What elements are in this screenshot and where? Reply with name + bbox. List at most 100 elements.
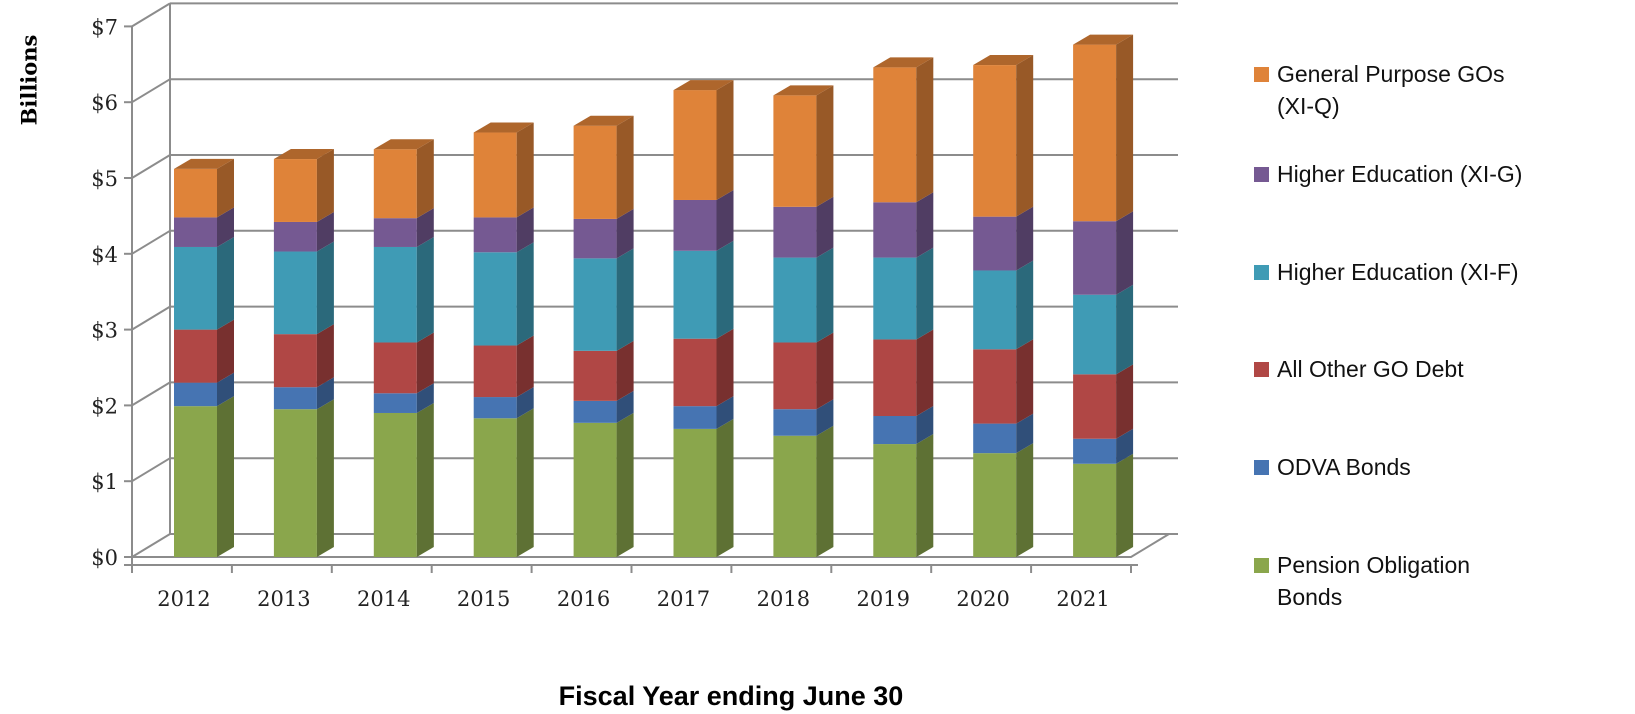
- bar-top: [174, 158, 234, 169]
- bar-segment: [174, 217, 217, 247]
- bar-segment-side: [416, 402, 434, 557]
- bar-stack-2020: [973, 55, 1034, 557]
- wall-gridline: [131, 2, 171, 28]
- axes: [124, 3, 1170, 573]
- x-tick-label: 2019: [857, 587, 910, 611]
- legend-entry: Pension Obligation Bonds: [1254, 552, 1470, 610]
- bar-segment-side: [716, 396, 734, 429]
- bar-segment: [174, 329, 217, 383]
- bar-segment-side: [616, 412, 634, 557]
- legend-entry: ODVA Bonds: [1254, 454, 1411, 480]
- legend-label: (XI-Q): [1277, 93, 1340, 119]
- bar-segment-side: [516, 408, 534, 557]
- bar-segment: [174, 382, 217, 407]
- y-tick-label: $1: [91, 470, 118, 494]
- legend-label: Higher Education (XI-F): [1277, 259, 1519, 285]
- bar-segment: [1073, 463, 1117, 557]
- wall-gridline: [131, 381, 171, 407]
- x-tick-label: 2017: [657, 587, 710, 611]
- bar-segment: [1073, 221, 1117, 295]
- bar-stack-2014: [373, 139, 434, 557]
- bar-top: [273, 149, 334, 160]
- bar-segment-side: [616, 390, 634, 423]
- bar-segment: [273, 334, 317, 388]
- bar-segment: [973, 216, 1017, 271]
- legend: General Purpose GOs (XI-Q) Higher Educatio…: [1254, 61, 1522, 610]
- bar-segment: [273, 387, 317, 410]
- y-tick-label: $0: [91, 546, 118, 570]
- bar-segment: [973, 349, 1017, 424]
- bar-segment-side: [316, 324, 334, 388]
- bar-segment-side: [516, 387, 534, 419]
- bar-segment: [873, 339, 917, 417]
- wall-gridline: [131, 229, 171, 255]
- bar-segment: [1073, 374, 1117, 439]
- y-tick-label: $2: [91, 394, 118, 418]
- bar-segment: [273, 409, 317, 557]
- bar-segment-side: [1016, 55, 1034, 217]
- bar-segment-side: [217, 319, 234, 383]
- bar-stack-2016: [573, 115, 634, 557]
- bar-segment-side: [416, 139, 434, 219]
- legend-swatch: [1254, 67, 1269, 82]
- x-tick-label: 2015: [457, 587, 510, 611]
- bar-segment: [673, 250, 717, 339]
- bar-segment: [373, 393, 417, 413]
- y-tick-label: $7: [91, 15, 118, 39]
- legend-label: Pension Obligation: [1277, 552, 1470, 578]
- legend-label: General Purpose GOs: [1277, 61, 1505, 87]
- bar-segment: [873, 67, 917, 203]
- legend-swatch: [1254, 362, 1269, 377]
- bar-top: [773, 85, 834, 96]
- bar-segment-side: [416, 236, 434, 343]
- x-tick-label: 2018: [757, 587, 810, 611]
- bar-segment: [773, 257, 817, 343]
- y-axis-label: Billions: [17, 35, 42, 126]
- y-tick-label: $3: [91, 319, 118, 343]
- bar-segment-side: [217, 372, 234, 407]
- bar-segment: [174, 246, 217, 330]
- legend-entry: General Purpose GOs (XI-Q): [1254, 61, 1505, 119]
- legend-swatch: [1254, 460, 1269, 475]
- bar-segment-side: [716, 80, 734, 200]
- x-tick-label: 2021: [1056, 587, 1109, 611]
- bar-segment: [1073, 438, 1117, 464]
- bar-segment: [573, 400, 617, 423]
- bar-segment-side: [217, 207, 234, 247]
- x-tick-label: 2014: [357, 587, 410, 611]
- bar-segment: [573, 125, 617, 219]
- bar-top: [573, 115, 634, 126]
- legend-label: All Other GO Debt: [1277, 356, 1464, 382]
- x-tick-label: 2020: [956, 587, 1009, 611]
- bar-segment-side: [516, 242, 534, 346]
- bar-top: [673, 80, 734, 91]
- bar-stack-2017: [673, 80, 734, 557]
- bar-segment-side: [1116, 284, 1134, 375]
- bar-segment-side: [516, 207, 534, 253]
- wall-gridline: [131, 457, 171, 483]
- bar-segment: [873, 202, 917, 258]
- bar-segment-side: [316, 399, 334, 557]
- bar-segment: [1073, 44, 1117, 222]
- y-tick-label: $5: [91, 167, 118, 191]
- bar-top: [973, 55, 1034, 66]
- bar-segment: [973, 270, 1017, 350]
- legend-entry: Higher Education (XI-G): [1254, 161, 1522, 187]
- wall-gridline: [131, 533, 171, 558]
- bar-stack-2021: [1073, 34, 1134, 557]
- bar-segment-side: [1016, 339, 1034, 424]
- bar-stack-2012: [174, 158, 234, 557]
- bar-segment-side: [916, 247, 934, 340]
- bar-segment-side: [816, 196, 834, 258]
- bar-segment: [873, 416, 917, 445]
- bar-segment-side: [816, 425, 834, 557]
- legend-swatch: [1254, 167, 1269, 182]
- bar-top: [473, 122, 534, 133]
- bar-segment-side: [1016, 413, 1034, 454]
- bar-segment: [573, 422, 617, 557]
- bar-segment-side: [616, 248, 634, 351]
- bar-segment: [473, 397, 517, 419]
- bar-segment-side: [316, 241, 334, 335]
- bar-segment-side: [616, 340, 634, 401]
- bar-segment-side: [1116, 428, 1134, 464]
